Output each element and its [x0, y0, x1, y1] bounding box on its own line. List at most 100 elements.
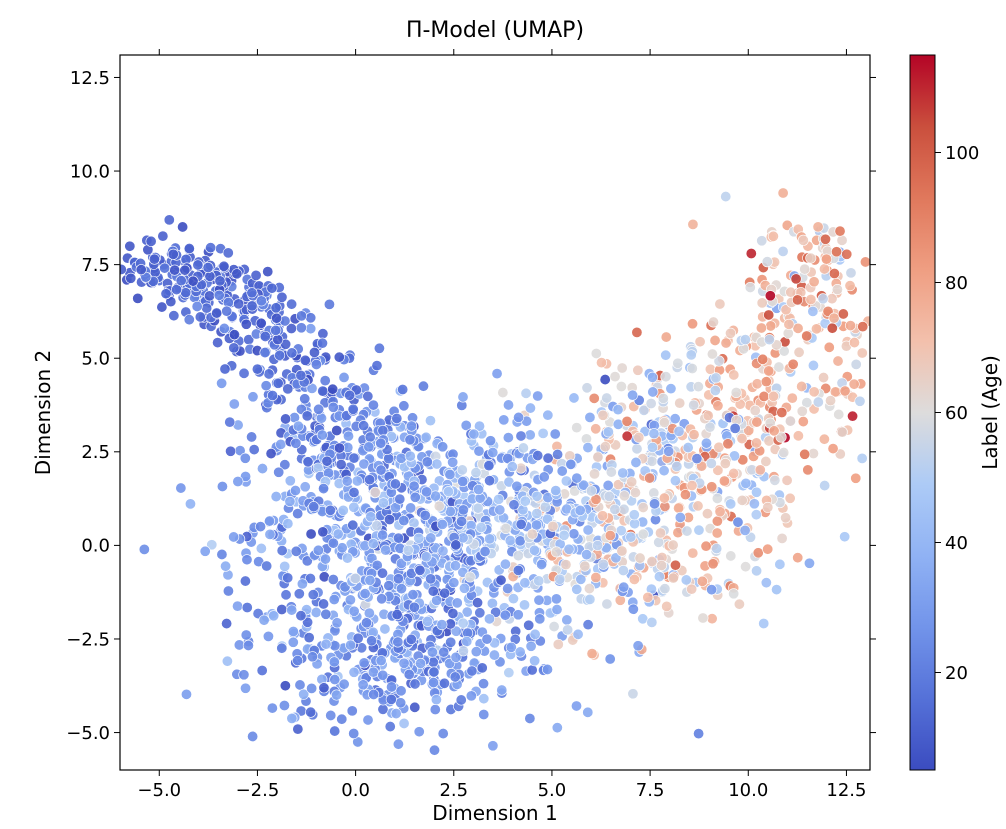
scatter-point [393, 533, 403, 543]
scatter-point [513, 550, 523, 560]
scatter-point [429, 667, 439, 677]
scatter-point [193, 260, 203, 270]
scatter-point [248, 392, 258, 402]
scatter-point [279, 700, 289, 710]
scatter-point [414, 533, 424, 543]
scatter-point [201, 303, 211, 313]
scatter-point [300, 355, 310, 365]
scatter-point [524, 620, 534, 630]
scatter-point [256, 543, 266, 553]
y-tick-label: −5.0 [66, 723, 110, 744]
scatter-point [693, 381, 703, 391]
scatter-point [572, 422, 582, 432]
scatter-point [647, 442, 657, 452]
scatter-point [366, 512, 376, 522]
scatter-point [348, 404, 358, 414]
scatter-point [635, 553, 645, 563]
scatter-point [176, 275, 186, 285]
scatter-point [386, 694, 396, 704]
scatter-point [572, 473, 582, 483]
scatter-point [728, 468, 738, 478]
scatter-point [212, 337, 222, 347]
colorbar [910, 55, 935, 770]
scatter-point [513, 610, 523, 620]
scatter-point [276, 439, 286, 449]
scatter-point [706, 458, 716, 468]
scatter-point [530, 629, 540, 639]
scatter-point [632, 444, 642, 454]
scatter-point [793, 553, 803, 563]
scatter-point [720, 458, 730, 468]
scatter-point [264, 369, 274, 379]
scatter-point [551, 547, 561, 557]
scatter-point [501, 523, 511, 533]
scatter-point [763, 502, 773, 512]
scatter-point [471, 646, 481, 656]
y-axis-label: Dimension 2 [31, 350, 55, 475]
scatter-point [286, 299, 296, 309]
scatter-point [425, 415, 435, 425]
scatter-point [306, 529, 316, 539]
scatter-point [263, 631, 273, 641]
scatter-point [430, 704, 440, 714]
scatter-point [492, 368, 502, 378]
scatter-point [762, 544, 772, 554]
scatter-point [647, 556, 657, 566]
scatter-point [242, 555, 252, 565]
scatter-point [733, 517, 743, 527]
scatter-point [702, 508, 712, 518]
scatter-point [750, 405, 760, 415]
scatter-point [271, 313, 281, 323]
scatter-point [741, 478, 751, 488]
scatter-point [778, 188, 788, 198]
scatter-point [585, 594, 595, 604]
scatter-point [598, 410, 608, 420]
scatter-point [317, 430, 327, 440]
scatter-point [180, 265, 190, 275]
scatter-point [484, 614, 494, 624]
scatter-point [448, 608, 458, 618]
scatter-point [287, 713, 297, 723]
scatter-point [638, 502, 648, 512]
scatter-point [516, 519, 526, 529]
scatter-point [838, 309, 848, 319]
scatter-point [758, 354, 768, 364]
scatter-point [591, 348, 601, 358]
scatter-point [839, 532, 849, 542]
scatter-point [425, 574, 435, 584]
scatter-point [377, 568, 387, 578]
scatter-point [232, 269, 242, 279]
scatter-point [378, 670, 388, 680]
scatter-point [605, 530, 615, 540]
scatter-point [643, 592, 653, 602]
scatter-point [851, 473, 861, 483]
scatter-point [257, 463, 267, 473]
scatter-point [561, 476, 571, 486]
scatter-point [495, 505, 505, 515]
scatter-point [422, 457, 432, 467]
scatter-point [831, 247, 841, 257]
scatter-point [305, 707, 315, 717]
scatter-point [585, 412, 595, 422]
scatter-point [559, 530, 569, 540]
scatter-point [267, 283, 277, 293]
x-tick-label: 5.0 [538, 780, 567, 801]
scatter-point [573, 629, 583, 639]
scatter-point [513, 412, 523, 422]
scatter-point [751, 487, 761, 497]
scatter-point [701, 438, 711, 448]
scatter-point [349, 502, 359, 512]
scatter-point [687, 319, 697, 329]
scatter-point [332, 618, 342, 628]
scatter-point [350, 573, 360, 583]
scatter-point [681, 575, 691, 585]
scatter-point [542, 664, 552, 674]
scatter-point [469, 429, 479, 439]
scatter-point [847, 411, 857, 421]
scatter-point [260, 347, 270, 357]
scatter-point [363, 715, 373, 725]
scatter-point [288, 637, 298, 647]
scatter-point [638, 529, 648, 539]
scatter-point [392, 609, 402, 619]
scatter-point [630, 487, 640, 497]
